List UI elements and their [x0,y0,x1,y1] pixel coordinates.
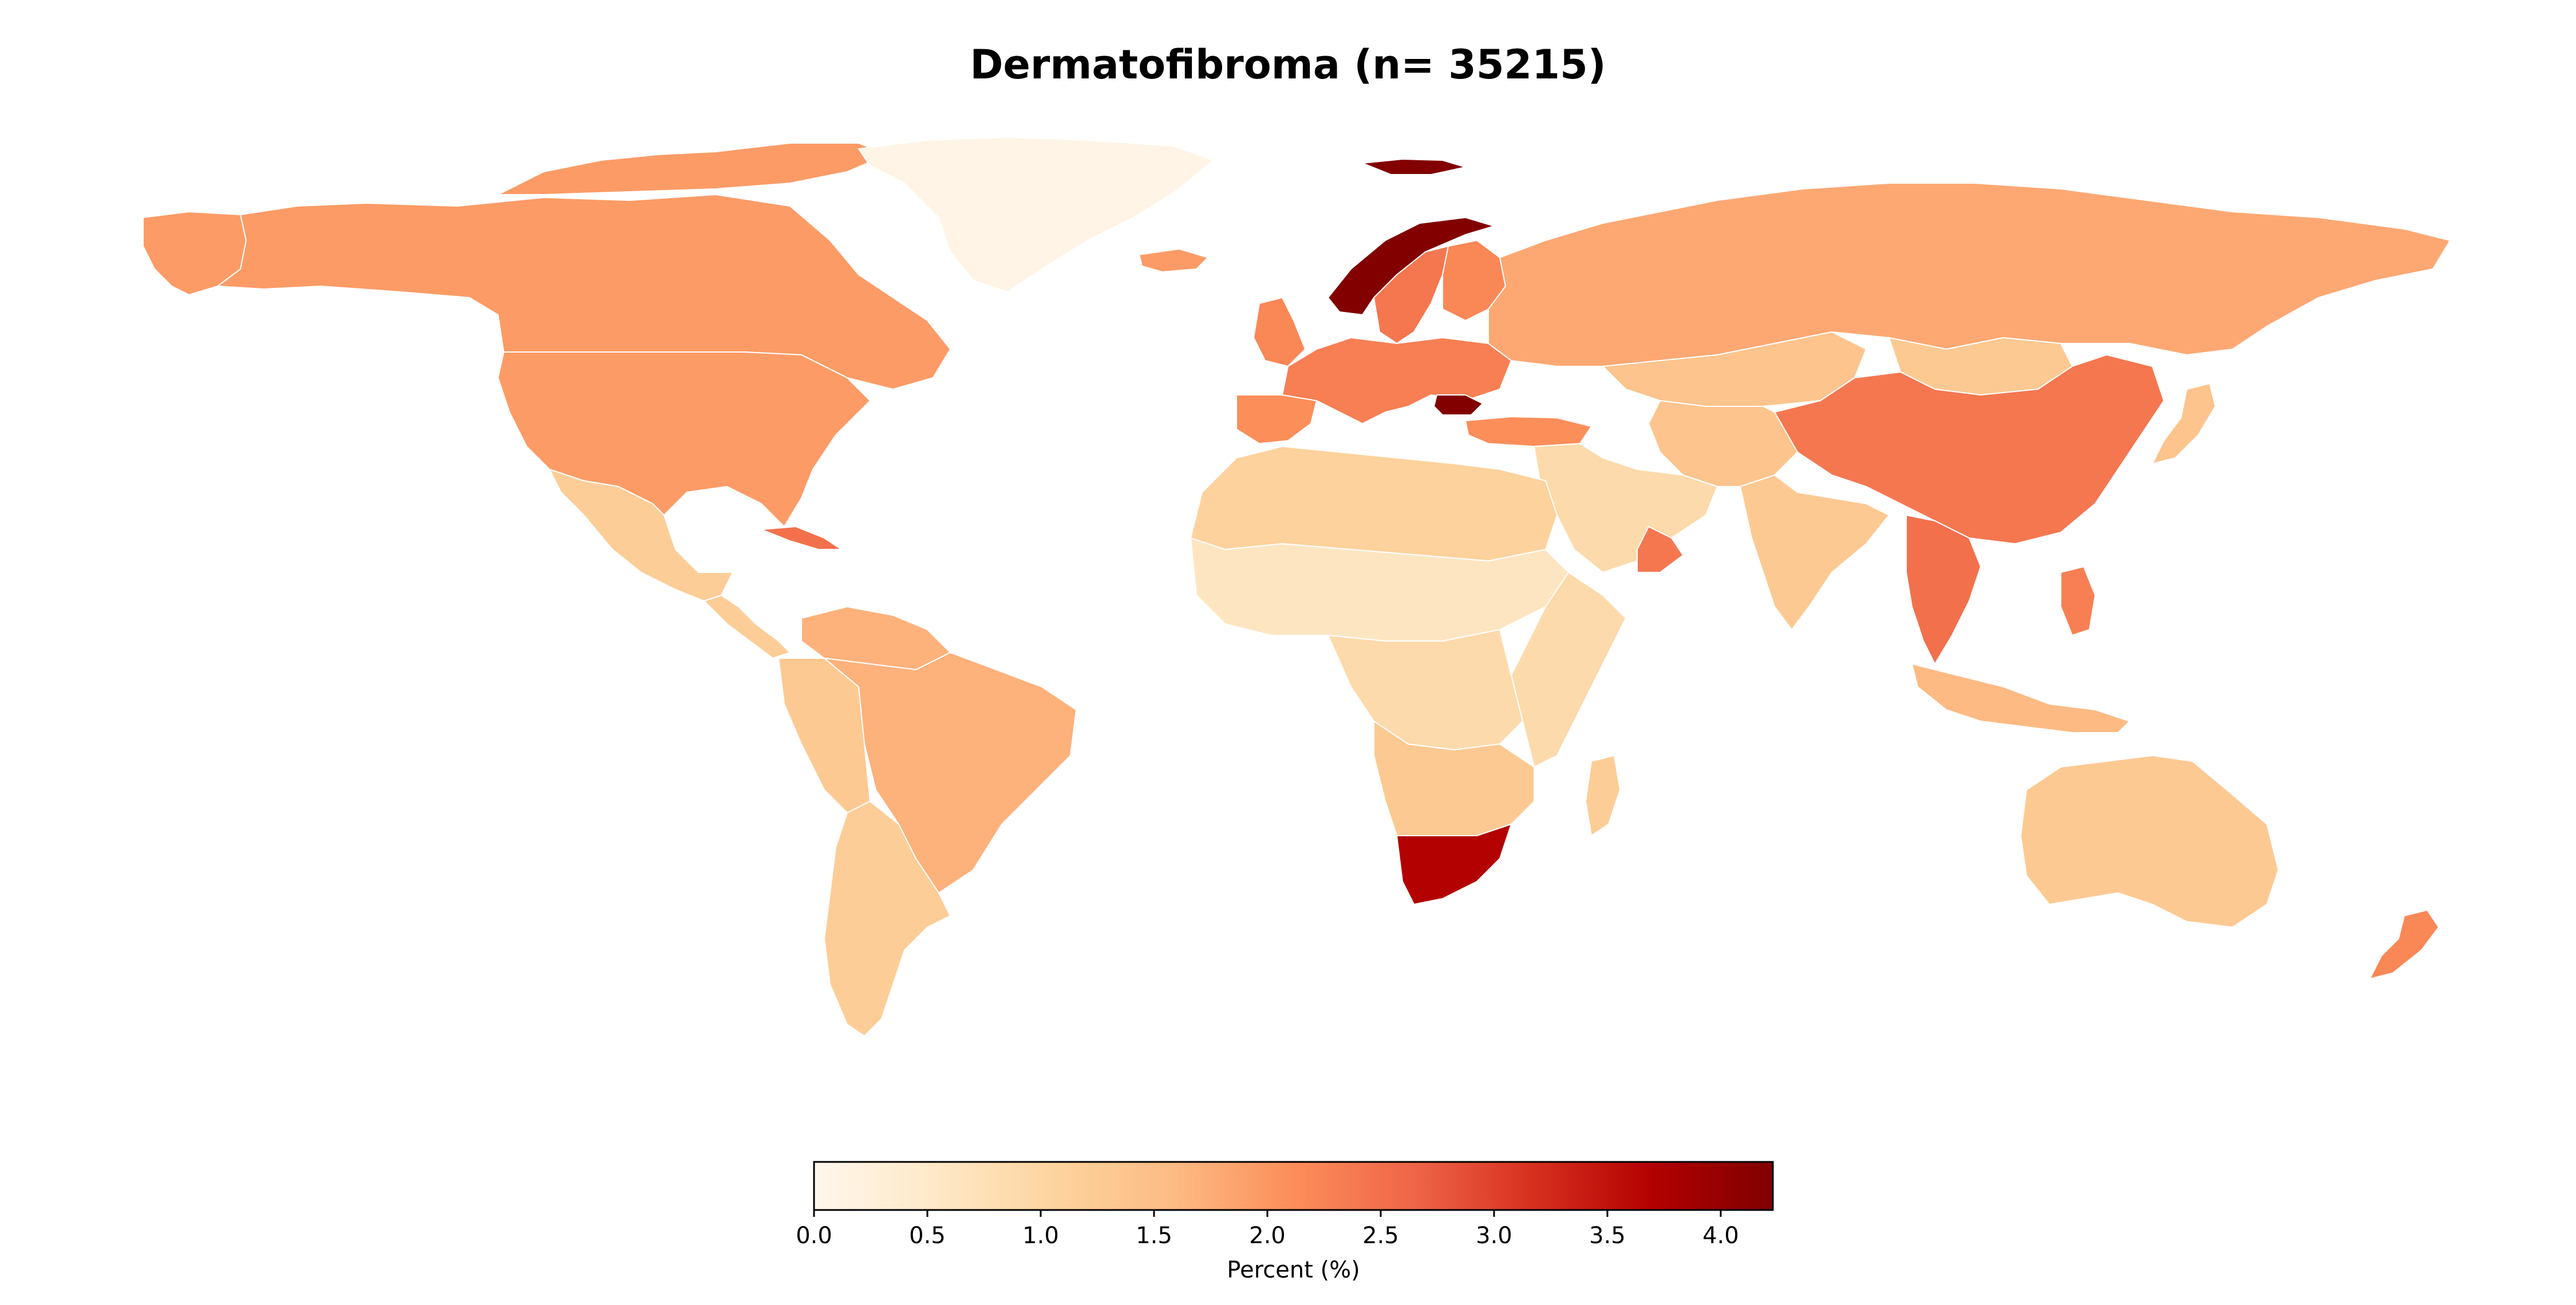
colorbar-tick-label: 3.5 [1589,1223,1626,1249]
map-title: Dermatofibroma (n= 35215) [970,41,1606,88]
countries-layer [143,136,2451,1037]
region-bulgaria[interactable] [1433,394,1484,416]
region-argentina[interactable] [823,800,951,1037]
region-united-kingdom[interactable] [1253,296,1306,367]
colorbar-tick-label: 1.5 [1136,1223,1172,1249]
colorbar-label: Percent (%) [1227,1257,1360,1283]
region-central-europe[interactable] [1281,337,1512,425]
colorbar-tick-label: 1.0 [1022,1223,1059,1249]
colorbar-tick-label: 0.5 [909,1223,946,1249]
colorbar-tick-label: 2.0 [1249,1223,1286,1249]
region-central-america[interactable] [703,594,791,659]
colorbar-tick-label: 0.0 [796,1223,832,1249]
region-madagascar[interactable] [1585,754,1621,837]
region-canada[interactable] [216,193,951,390]
colorbar: 0.0 0.5 1.0 1.5 2.0 2.5 3.0 3.5 4.0 Percent (%) [796,1161,1774,1283]
colorbar-ticks: 0.0 0.5 1.0 1.5 2.0 2.5 3.0 3.5 4.0 [796,1210,1739,1249]
region-north-africa[interactable] [1190,445,1558,562]
region-new-zealand[interactable] [2369,909,2440,980]
colorbar-bar [813,1161,1774,1211]
region-middle-east[interactable] [1533,442,1718,574]
region-south-africa[interactable] [1396,823,1512,905]
region-central-africa[interactable] [1327,628,1524,751]
region-oman[interactable] [1637,525,1684,573]
region-india[interactable] [1739,474,1890,631]
region-philippines[interactable] [2060,566,2096,636]
region-sweden[interactable] [1373,245,1449,345]
region-indonesia[interactable] [1911,663,2131,733]
colorbar-tick-label: 4.0 [1702,1223,1739,1249]
region-svalbard[interactable] [1362,158,1466,175]
region-brazil[interactable] [822,651,1077,894]
region-iberia[interactable] [1236,394,1318,445]
region-canada-arctic[interactable] [497,143,889,195]
region-iceland[interactable] [1138,248,1209,273]
region-russia[interactable] [1488,183,2451,367]
colorbar-tick-label: 3.0 [1476,1223,1512,1249]
region-japan[interactable] [2151,382,2217,465]
region-norway[interactable] [1327,216,1496,316]
region-mexico[interactable] [548,468,734,602]
region-greenland[interactable] [858,136,1215,293]
colorbar-tick-label: 2.5 [1362,1223,1399,1249]
region-cuba[interactable] [761,525,844,550]
region-southeast-asia[interactable] [1906,514,1982,666]
region-china[interactable] [1773,354,2165,545]
region-united-states[interactable] [497,351,871,528]
region-turkey[interactable] [1464,416,1593,448]
region-australia[interactable] [2020,754,2279,928]
